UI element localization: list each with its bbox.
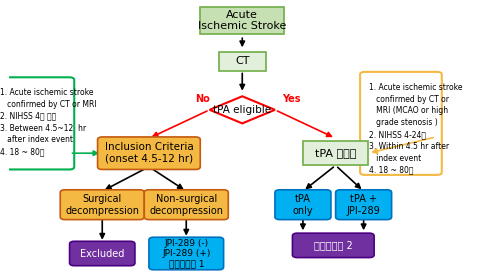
FancyBboxPatch shape — [144, 190, 228, 220]
Text: Excluded: Excluded — [80, 249, 124, 258]
Text: No: No — [195, 94, 210, 104]
FancyBboxPatch shape — [0, 77, 74, 169]
FancyBboxPatch shape — [200, 7, 284, 34]
FancyBboxPatch shape — [218, 52, 265, 70]
Text: tPA 치료군: tPA 치료군 — [314, 148, 356, 158]
FancyBboxPatch shape — [359, 72, 441, 175]
Text: tPA eligible: tPA eligible — [213, 105, 271, 115]
Polygon shape — [209, 96, 274, 123]
Text: Non-surgical
decompression: Non-surgical decompression — [149, 194, 223, 216]
FancyBboxPatch shape — [292, 233, 373, 258]
Text: 대상환자군 2: 대상환자군 2 — [313, 240, 352, 250]
Text: 1. Acute ischemic stroke
   confirmed by CT or
   MRI (MCAO or high
   grade ste: 1. Acute ischemic stroke confirmed by CT… — [369, 83, 462, 174]
FancyBboxPatch shape — [149, 237, 223, 270]
Text: Surgical
decompression: Surgical decompression — [65, 194, 139, 216]
Text: Acute
Ischemic Stroke: Acute Ischemic Stroke — [197, 10, 286, 31]
Text: CT: CT — [235, 56, 249, 66]
Text: Yes: Yes — [281, 94, 300, 104]
FancyBboxPatch shape — [60, 190, 144, 220]
FancyBboxPatch shape — [69, 241, 135, 266]
Text: tPA +
JPI-289: tPA + JPI-289 — [346, 194, 380, 216]
Text: JPI-289 (-)
JPI-289 (+)
대상환자군 1: JPI-289 (-) JPI-289 (+) 대상환자군 1 — [162, 239, 210, 269]
Text: tPA
only: tPA only — [292, 194, 313, 216]
FancyBboxPatch shape — [302, 141, 367, 165]
Text: 1. Acute ischemic stroke
   confirmed by CT or MRI
2. NIHSS 4점 이상
3. Between 4.5: 1. Acute ischemic stroke confirmed by CT… — [0, 88, 96, 156]
FancyBboxPatch shape — [335, 190, 391, 220]
FancyBboxPatch shape — [97, 137, 200, 169]
Text: Inclusion Criteria
(onset 4.5-12 hr): Inclusion Criteria (onset 4.5-12 hr) — [105, 142, 193, 164]
FancyBboxPatch shape — [274, 190, 330, 220]
